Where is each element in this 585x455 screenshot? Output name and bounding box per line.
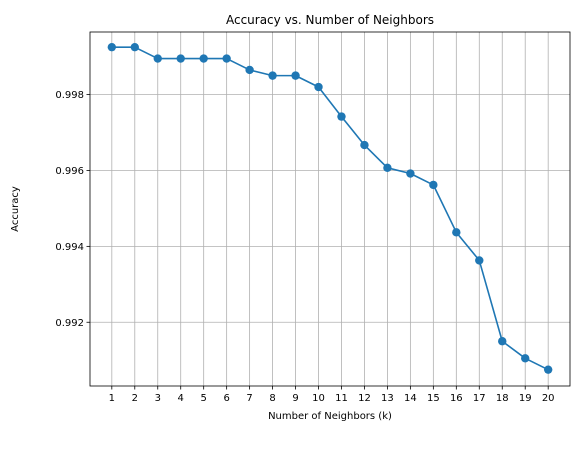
data-point xyxy=(107,42,117,52)
chart-title: Accuracy vs. Number of Neighbors xyxy=(226,13,434,27)
data-point xyxy=(406,169,415,178)
data-point xyxy=(291,71,300,80)
x-tick-label: 14 xyxy=(404,393,417,404)
y-tick-label: 0.996 xyxy=(55,166,84,177)
data-point xyxy=(130,42,139,52)
y-axis-label: Accuracy xyxy=(10,186,21,232)
axis-ticks: 1 2 3 4 5 6 7 8 9 10 11 12 13 14 15 16 17 18 19 200.9920.99… xyxy=(55,90,554,404)
x-tick-label: 12 xyxy=(358,393,371,404)
data-point xyxy=(199,54,208,63)
data-point xyxy=(498,337,507,346)
x-tick-label: 20 xyxy=(542,393,555,404)
x-tick-label: 1 xyxy=(109,393,115,404)
plot-frame xyxy=(89,31,571,387)
x-tick-label: 9 xyxy=(292,393,298,404)
data-point xyxy=(176,54,185,63)
y-tick-label: 0.992 xyxy=(55,318,84,329)
x-tick-label: 5 xyxy=(200,393,206,404)
x-tick-label: 10 xyxy=(312,393,325,404)
data-point xyxy=(153,54,162,63)
x-tick-label: 2 xyxy=(132,393,138,404)
x-tick-label: 6 xyxy=(223,393,229,404)
data-point xyxy=(383,163,392,173)
data-point xyxy=(521,354,530,363)
data-point xyxy=(268,71,277,80)
x-tick-label: 4 xyxy=(178,393,184,404)
data-point xyxy=(429,180,438,190)
x-axis-label: Number of Neighbors (k) xyxy=(268,411,392,422)
data-point xyxy=(314,82,323,92)
data-point xyxy=(360,140,369,150)
data-point xyxy=(452,228,461,237)
x-tick-label: 15 xyxy=(427,393,440,404)
x-tick-label: 8 xyxy=(269,393,275,404)
x-tick-label: 13 xyxy=(381,393,394,404)
x-tick-label: 16 xyxy=(450,393,463,404)
data-point xyxy=(245,65,254,75)
x-tick-label: 19 xyxy=(519,393,532,404)
x-tick-label: 17 xyxy=(473,393,486,404)
x-tick-label: 7 xyxy=(246,393,252,404)
data-point xyxy=(475,256,484,265)
data-point xyxy=(543,365,553,374)
grid xyxy=(90,32,570,386)
x-tick-label: 3 xyxy=(155,393,161,404)
data-point xyxy=(222,54,231,63)
y-tick-label: 0.994 xyxy=(55,242,84,253)
x-tick-label: 11 xyxy=(335,393,348,404)
series-layer xyxy=(107,42,553,374)
x-tick-label: 18 xyxy=(496,393,509,404)
y-tick-label: 0.998 xyxy=(55,90,84,101)
data-point xyxy=(337,112,346,121)
